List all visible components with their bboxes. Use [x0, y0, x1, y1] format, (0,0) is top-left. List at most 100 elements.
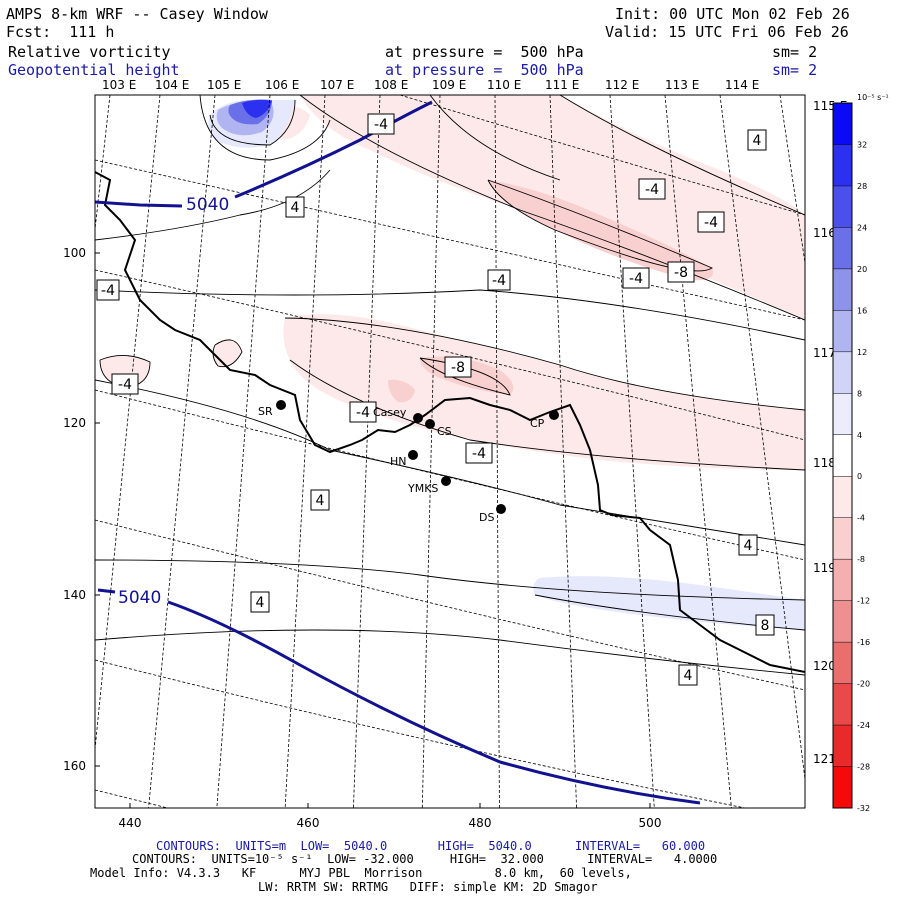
- colorbar: 10⁻⁵ s⁻¹ 32 28 24 20 16 12 8 4 0 -4 -8 -12 -16 -20 -24…: [832, 93, 889, 813]
- svg-text:-4: -4: [101, 283, 115, 299]
- lon-label: 112 E: [605, 78, 639, 92]
- colorbar-tick-label: 32: [857, 140, 867, 149]
- contour-label-box: -4: [697, 211, 725, 233]
- station-cp-marker: [549, 410, 559, 420]
- colorbar-tick-label: 16: [857, 306, 867, 315]
- svg-text:4: 4: [316, 493, 325, 509]
- svg-text:-4: -4: [704, 215, 718, 231]
- shade-neg4-center: [283, 314, 805, 470]
- contour-label-box: -8: [667, 261, 695, 283]
- svg-text:4: 4: [291, 200, 300, 216]
- svg-text:-4: -4: [492, 273, 506, 289]
- colorbar-cell: [833, 227, 852, 270]
- lon-label: 110 E: [487, 78, 521, 92]
- colorbar-tick-label: -24: [857, 721, 870, 730]
- x-tick-440: 440: [119, 816, 142, 830]
- svg-text:-4: -4: [118, 377, 132, 393]
- svg-text:-4: -4: [374, 117, 388, 133]
- footer-vort-high: HIGH= 32.000: [449, 852, 544, 866]
- contour-label-box: -4: [349, 401, 377, 423]
- lon-label: 106 E: [265, 78, 299, 92]
- field1-name: Relative vorticity: [8, 43, 171, 61]
- station-ymks-marker: [441, 476, 451, 486]
- svg-text:-4: -4: [645, 182, 659, 198]
- y-axis-labels: 100 120 140 160: [63, 246, 86, 773]
- footer-height-contours: CONTOURS: UNITS=m LOW= 5040.0 HIGH= 5040…: [156, 840, 705, 853]
- lon-label: 114 E: [725, 78, 759, 92]
- colorbar-cell: [833, 434, 852, 477]
- height-contour-label-north: 5040: [186, 195, 229, 215]
- colorbar-cell: [833, 351, 852, 394]
- colorbar-cell: [833, 559, 852, 602]
- station-ds-label: DS: [479, 511, 494, 524]
- axis-ticks: [95, 252, 651, 808]
- contour-label-box: 4: [285, 196, 305, 218]
- y-tick-100: 100: [63, 246, 86, 260]
- colorbar-cell: [833, 393, 852, 436]
- colorbar-tick-label: -20: [857, 680, 870, 689]
- field1-level: at pressure = 500 hPa: [385, 43, 584, 61]
- colorbar-cell: [833, 517, 852, 560]
- lon-label: 109 E: [432, 78, 466, 92]
- footer-height-prefix: CONTOURS: UNITS=m LOW= 5040.0: [156, 839, 388, 853]
- chart-title: AMPS 8-km WRF -- Casey Window: [6, 5, 268, 23]
- station-sr-label: SR: [258, 405, 273, 418]
- footer-height-interval: INTERVAL= 60.000: [575, 839, 706, 853]
- forecast-hour: Fcst: 111 h: [6, 23, 115, 41]
- y-tick-120: 120: [63, 416, 86, 430]
- contour-label-box: -4: [638, 178, 666, 200]
- station-hn-marker: [408, 450, 418, 460]
- lon-label: 107 E: [320, 78, 354, 92]
- shade-pos-max: [242, 99, 272, 118]
- colorbar-cell: [833, 310, 852, 353]
- contour-label-box: -4: [465, 442, 493, 464]
- station-ds-marker: [496, 504, 506, 514]
- colorbar-tick-label: -4: [857, 514, 865, 523]
- colorbar-tick-label: 24: [857, 223, 867, 232]
- svg-text:-4: -4: [356, 405, 370, 421]
- svg-text:-4: -4: [629, 271, 643, 287]
- svg-text:-8: -8: [674, 265, 688, 281]
- field2-smooth: sm= 2: [772, 61, 818, 79]
- station-casey-label: Casey: [373, 406, 407, 419]
- colorbar-cell: [833, 683, 852, 726]
- colorbar-cell: [833, 103, 852, 145]
- colorbar-tick-label: 28: [857, 182, 867, 191]
- vorticity-contour-labels: -4 -4 -4 -4 -4 -4 -4 -4 -4 -8 -8 4 4 4 4…: [96, 113, 775, 686]
- colorbar-cell: [833, 268, 852, 311]
- vorticity-contours: [95, 95, 805, 676]
- y-tick-160: 160: [63, 759, 86, 773]
- footer-height-high: HIGH= 5040.0: [437, 839, 532, 853]
- contour-label-box: -4: [487, 269, 511, 291]
- lon-label: 104 E: [155, 78, 189, 92]
- svg-text:4: 4: [744, 538, 753, 554]
- colorbar-tick-label: 12: [857, 348, 867, 357]
- svg-text:8: 8: [761, 618, 770, 634]
- contour-label-box: 4: [747, 129, 767, 151]
- colorbar-tick-label: -28: [857, 763, 870, 772]
- shade-neg8-small: [388, 379, 415, 403]
- colorbar-cell: [833, 642, 852, 685]
- colorbar-cell: [833, 766, 852, 809]
- colorbar-cell: [833, 600, 852, 643]
- field2-name: Geopotential height: [8, 61, 180, 79]
- colorbar-cell: [833, 476, 852, 519]
- contour-label-box: -4: [96, 279, 120, 301]
- colorbar-units: 10⁻⁵ s⁻¹: [857, 93, 889, 102]
- station-casey-marker: [413, 413, 423, 423]
- svg-text:4: 4: [684, 668, 693, 684]
- y-tick-140: 140: [63, 588, 86, 602]
- footer-vort-contours: CONTOURS: UNITS=10⁻⁵ s⁻¹ LOW= -32.000 HI…: [132, 853, 717, 866]
- colorbar-tick-label: -32: [857, 804, 870, 813]
- init-time: Init: 00 UTC Mon 02 Feb 26: [615, 5, 850, 23]
- contour-label-box: 4: [310, 489, 330, 511]
- contour-label-box: 8: [755, 614, 775, 636]
- contour-label-box: -4: [111, 373, 139, 395]
- contour-label-box: 4: [250, 591, 270, 613]
- height-contour-south: [97, 588, 116, 594]
- colorbar-ticks: 32 28 24 20 16 12 8 4 0 -4 -8 -12 -16 -20 -24 -28 -32: [833, 140, 870, 813]
- lon-label: 111 E: [545, 78, 579, 92]
- station-hn-label: HN: [390, 455, 407, 468]
- contour-label-box: -4: [367, 113, 395, 135]
